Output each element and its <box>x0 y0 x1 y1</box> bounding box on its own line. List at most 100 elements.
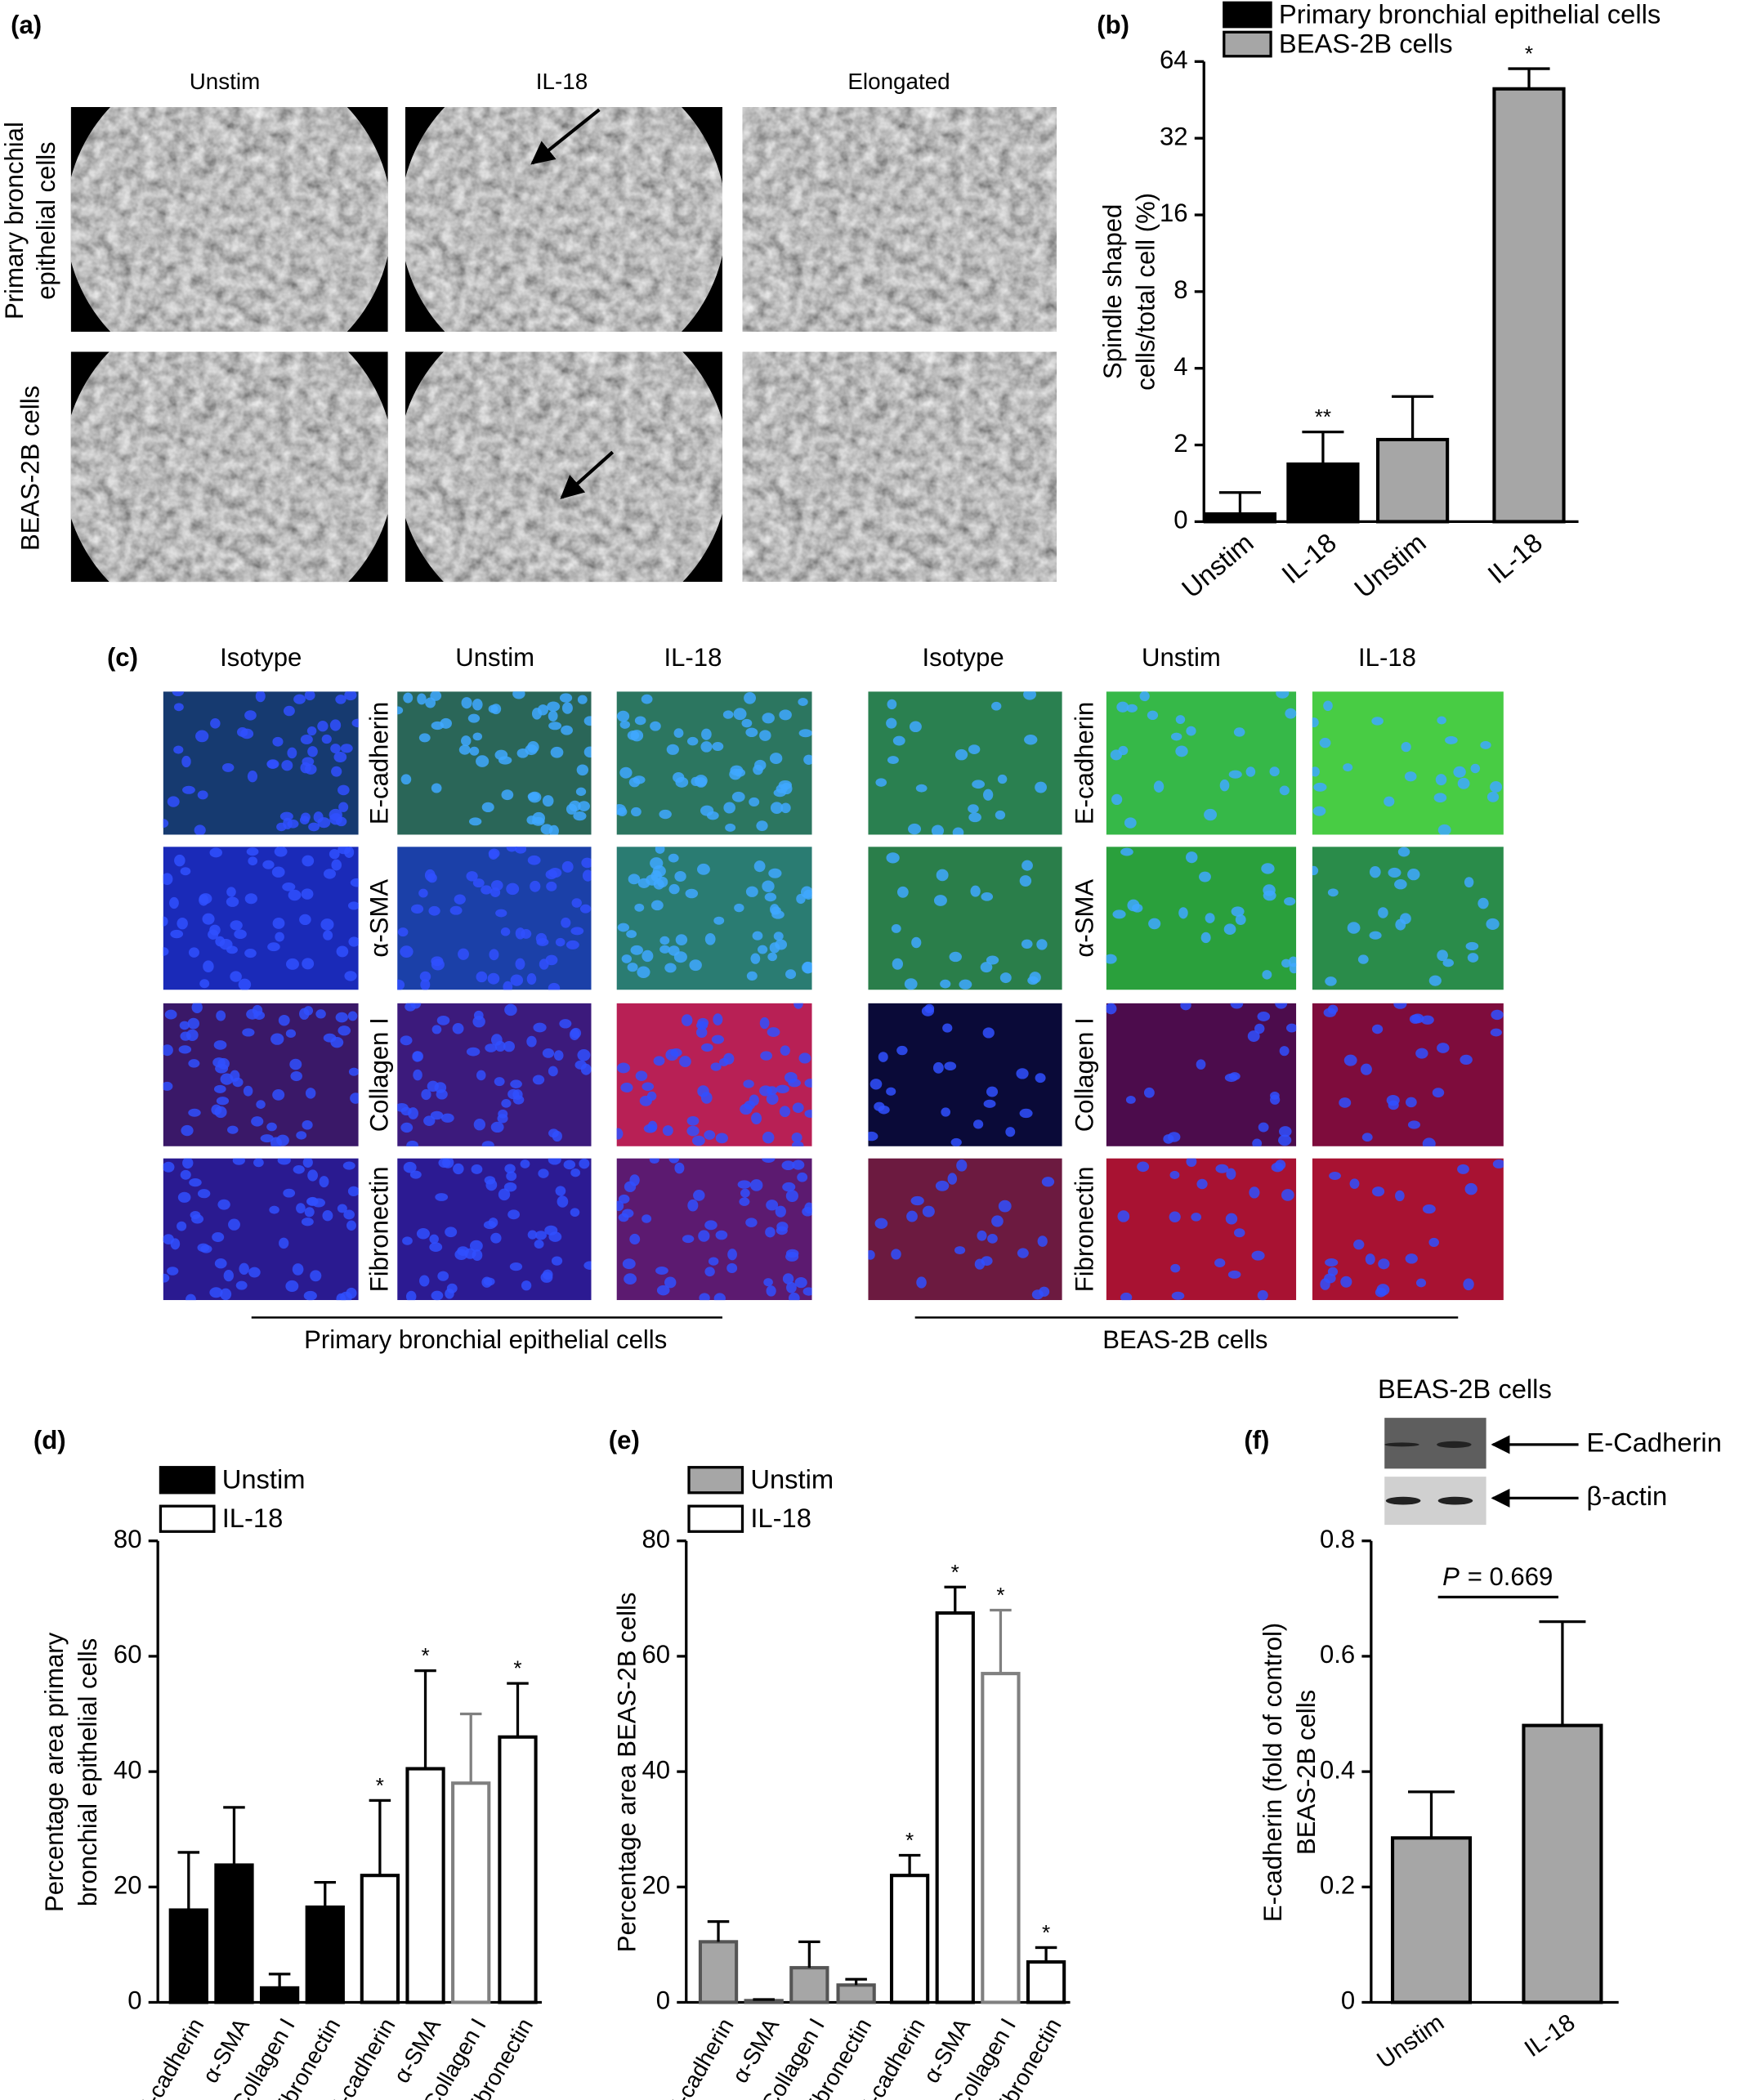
nucleus <box>577 695 588 704</box>
nucleus <box>490 1034 503 1046</box>
nucleus <box>307 746 318 757</box>
nucleus <box>1477 897 1489 909</box>
nucleus <box>659 936 670 945</box>
nucleus <box>515 958 525 970</box>
nucleus <box>1251 1250 1265 1261</box>
nucleus <box>504 1164 516 1173</box>
nucleus <box>915 784 928 793</box>
nucleus <box>974 1258 986 1270</box>
nucleus <box>515 927 525 940</box>
legend-label: Unstim <box>222 1464 306 1495</box>
nucleus <box>782 1273 794 1285</box>
p-text: = 0.669 <box>1468 1562 1553 1591</box>
nucleus <box>454 1249 468 1260</box>
nucleus <box>173 703 184 712</box>
nucleus <box>466 871 478 882</box>
nucleus <box>785 1251 799 1262</box>
y-axis-label: BEAS-2B cells <box>1292 1690 1321 1855</box>
nucleus <box>616 804 627 815</box>
nucleus <box>454 894 466 905</box>
legend-swatch <box>1223 1 1272 29</box>
nucleus <box>617 1062 630 1074</box>
y-axis-label: Percentage area primary <box>40 1632 69 1912</box>
nucleus <box>251 1116 264 1127</box>
nucleus <box>1313 782 1327 792</box>
nucleus <box>1325 976 1337 986</box>
nucleus <box>715 1230 728 1240</box>
stain-label: α-SMA <box>1070 879 1098 958</box>
y-tick-label: 0.2 <box>1320 1871 1355 1900</box>
nucleus <box>655 847 665 854</box>
nucleus <box>400 1035 413 1046</box>
nucleus <box>570 1168 581 1177</box>
nucleus <box>653 879 664 890</box>
nucleus <box>503 981 513 990</box>
nucleus <box>217 1199 230 1210</box>
nucleus <box>290 1070 302 1082</box>
nucleus <box>219 939 233 950</box>
legend-swatch <box>1223 30 1272 58</box>
nucleus <box>1369 866 1381 878</box>
nucleus <box>1339 1097 1352 1108</box>
nucleus <box>1467 953 1479 963</box>
nucleus <box>494 1077 505 1087</box>
nucleus <box>331 766 342 777</box>
nucleus <box>949 951 962 963</box>
nucleus <box>1453 766 1466 778</box>
nucleus <box>542 1048 555 1058</box>
nucleus <box>344 691 357 701</box>
nucleus <box>472 878 485 888</box>
bar <box>889 1874 930 2004</box>
nucleus <box>762 880 775 892</box>
y-axis-label: E-cadherin (fold of control) <box>1258 1623 1287 1922</box>
nucleus <box>1319 737 1331 748</box>
nucleus <box>195 730 209 743</box>
nucleus <box>555 937 566 947</box>
nucleus <box>302 757 315 766</box>
nucleus <box>246 847 259 856</box>
fluorescence-image <box>868 691 1062 835</box>
significance: * <box>421 1643 429 1668</box>
nucleus <box>1437 949 1448 962</box>
nucleus <box>624 1181 637 1192</box>
nucleus <box>987 1234 998 1244</box>
nucleus <box>794 1003 803 1009</box>
nucleus <box>1205 913 1215 923</box>
nucleus <box>674 1162 685 1174</box>
nucleus <box>188 947 199 958</box>
nucleus <box>1137 1161 1150 1173</box>
nucleus <box>803 754 812 765</box>
nucleus <box>710 1062 722 1071</box>
fluorescence-image <box>868 847 1062 990</box>
nucleus <box>1371 717 1384 726</box>
nucleus <box>999 972 1012 984</box>
micrograph <box>70 351 388 583</box>
nucleus <box>429 1234 439 1244</box>
nucleus <box>635 1070 648 1081</box>
nucleus <box>1492 1159 1504 1168</box>
nucleus <box>947 1173 958 1185</box>
nucleus <box>745 886 758 897</box>
fluorescence-image <box>1106 1003 1297 1146</box>
nucleus <box>488 704 498 713</box>
nucleus <box>762 1158 776 1163</box>
nucleus <box>270 1033 284 1045</box>
nucleus <box>779 709 792 721</box>
nucleus <box>507 1088 520 1100</box>
nucleus <box>1349 1178 1360 1189</box>
nucleus <box>583 1261 592 1270</box>
nucleus <box>548 982 561 990</box>
nucleus <box>1148 918 1161 930</box>
nucleus <box>906 1210 918 1222</box>
nucleus <box>1457 1164 1469 1174</box>
nucleus <box>731 791 745 802</box>
nucleus <box>458 744 471 755</box>
fluorescence-image <box>616 1003 812 1146</box>
nucleus <box>573 811 587 821</box>
nucleus <box>337 1204 347 1213</box>
fluorescence-image <box>397 1158 592 1301</box>
nucleus <box>335 1012 348 1023</box>
nucleus <box>503 1040 516 1052</box>
significance: * <box>513 1656 521 1681</box>
nucleus <box>163 916 168 927</box>
